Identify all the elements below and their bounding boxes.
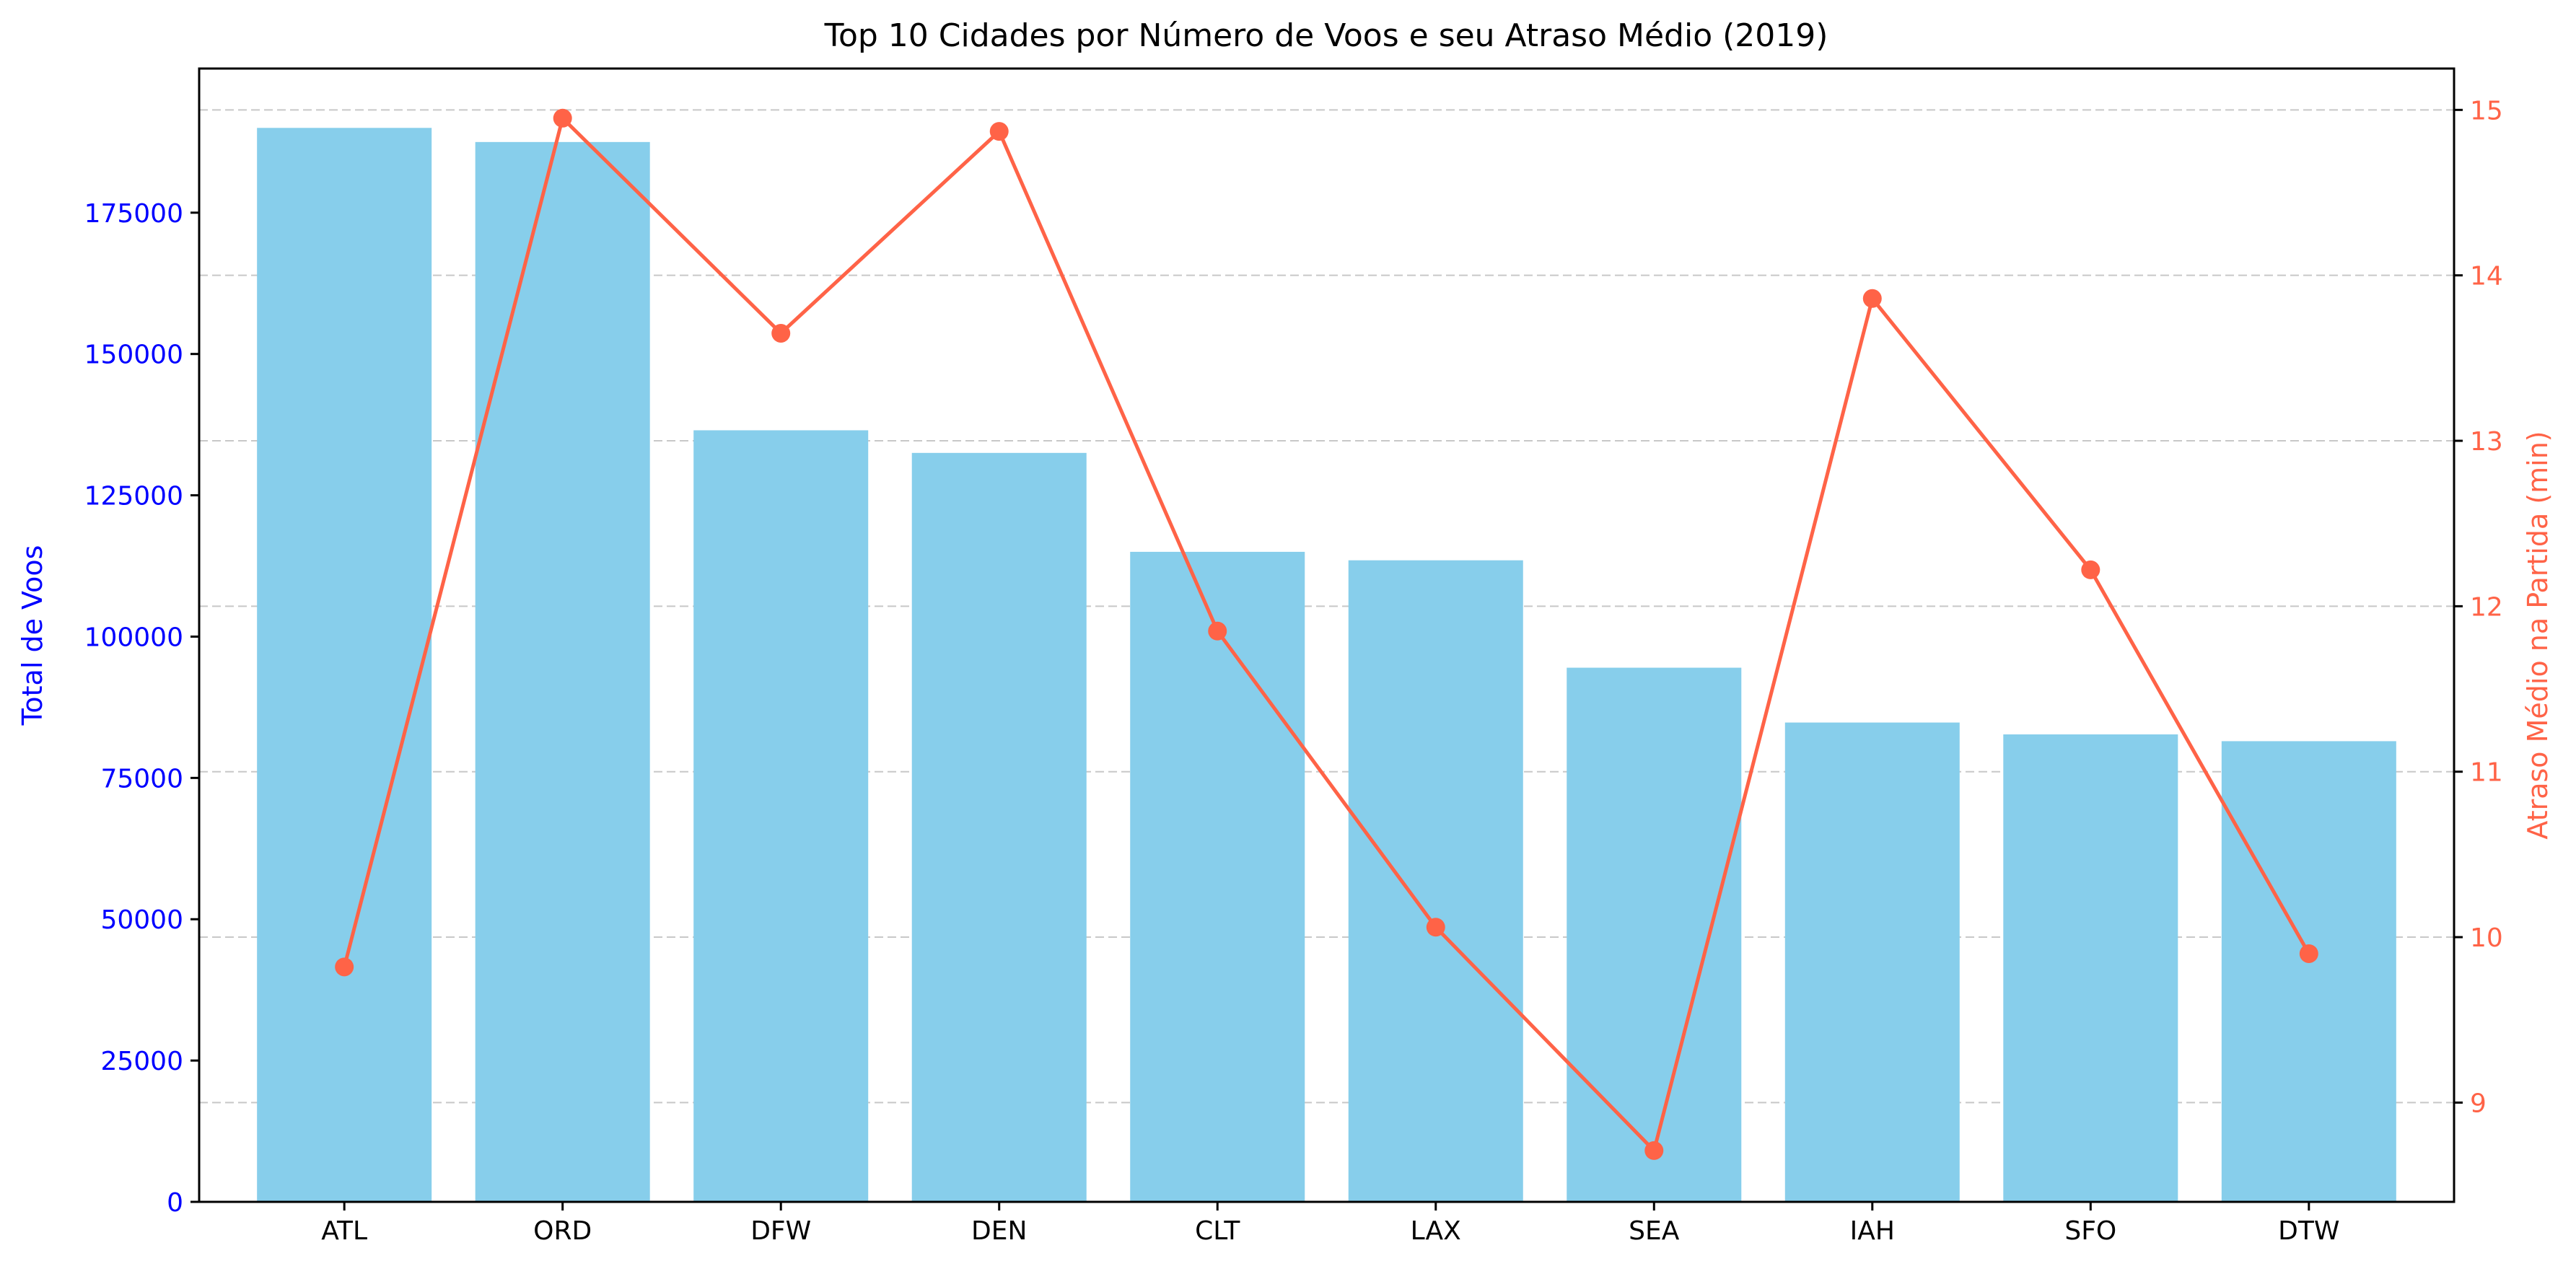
delay-point-atl [335,957,354,977]
delay-point-clt [1208,621,1227,641]
left-axis-label: Total de Voos [17,545,48,726]
right-tick-label: 12 [2470,592,2503,622]
left-y-axis: 0 25000 50000 75000 100000 125000 150000 175000 [84,199,199,1218]
delay-point-lax [1426,918,1445,937]
bar-sea [1567,667,1742,1202]
plot-frame [198,67,2455,1203]
bar-iah [1784,722,1960,1202]
left-tick-label: 175000 [84,199,183,229]
delay-point-dtw [2299,944,2318,963]
line-series [335,108,2318,1160]
bar-dtw [2221,741,2396,1202]
x-tick-label: DFW [750,1216,811,1246]
bar-lax [1348,560,1523,1202]
delay-point-sfo [2081,560,2100,579]
left-tick-label: 150000 [84,341,183,370]
right-tick-label: 10 [2470,923,2503,953]
right-y-axis: 9 10 11 12 13 14 15 [2454,96,2503,1118]
x-tick-label: ORD [533,1216,592,1246]
delay-point-iah [1862,289,1882,308]
right-axis-label: Atraso Médio na Partida (min) [2522,431,2554,839]
bar-series [257,128,2396,1202]
right-tick-label: 15 [2470,96,2503,126]
left-tick-label: 125000 [84,482,183,511]
bar-dfw [693,430,869,1202]
bar-atl [257,128,432,1202]
left-tick-label: 75000 [100,764,183,794]
bar-clt [1130,551,1305,1202]
delay-point-ord [553,108,572,128]
x-tick-label: LAX [1411,1216,1461,1246]
delay-line [342,114,2310,1154]
right-tick-label: 9 [2470,1089,2487,1118]
delay-point-dfw [771,323,791,343]
delay-point-den [989,122,1009,141]
x-tick-label: DEN [971,1216,1027,1246]
left-tick-label: 100000 [84,623,183,652]
x-tick-label: CLT [1195,1216,1240,1246]
delay-point-sea [1644,1141,1664,1160]
bar-den [911,452,1087,1202]
left-tick-label: 50000 [100,905,183,935]
bar-ord [475,141,650,1202]
x-tick-label: DTW [2278,1216,2339,1246]
right-tick-label: 14 [2470,262,2503,291]
left-tick-label: 25000 [100,1047,183,1076]
x-tick-label: ATL [321,1216,367,1246]
x-tick-label: IAH [1850,1216,1895,1246]
right-tick-label: 13 [2470,427,2503,457]
x-tick-label: SEA [1629,1216,1680,1246]
bar-sfo [2003,734,2178,1202]
chart-title: Top 10 Cidades por Número de Voos e seu … [824,17,1828,54]
x-tick-label: SFO [2064,1216,2116,1246]
right-tick-label: 11 [2470,758,2503,788]
x-axis: ATL ORD DFW DEN CLT LAX SEA IAH SFO DTW [321,1202,2339,1246]
left-tick-label: 0 [167,1188,183,1218]
